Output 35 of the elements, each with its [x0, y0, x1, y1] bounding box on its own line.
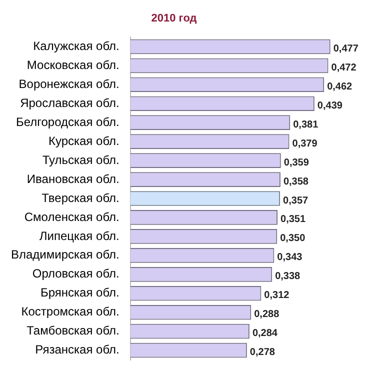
data-label: 0,312: [264, 290, 290, 302]
y-tick-label: Ивановская обл.: [26, 172, 120, 186]
data-label: 0,288: [254, 309, 280, 320]
y-tick-label: Белгородская обл.: [16, 114, 120, 129]
data-label: 0,359: [284, 157, 310, 168]
data-label: 0,358: [283, 176, 309, 188]
y-tick-label: Московская обл.: [26, 58, 120, 72]
y-tick-label: Костромская обл.: [21, 304, 120, 319]
y-tick-label: Брянская обл.: [40, 286, 120, 300]
data-label: 0,472: [331, 62, 357, 74]
y-tick-label: Ярославская обл.: [20, 96, 120, 110]
y-tick-label: Тамбовская обл.: [26, 324, 120, 338]
chart-title: 2010 год: [151, 12, 197, 25]
y-tick-label: Рязанская обл.: [35, 342, 120, 357]
y-tick-label: Курская обл.: [48, 134, 120, 148]
data-label: 0,338: [275, 271, 301, 282]
data-label: 0,381: [293, 119, 319, 130]
y-tick-label: Смоленская обл.: [24, 210, 120, 224]
y-tick-label: Липецкая обл.: [39, 228, 120, 243]
data-label: 0,351: [280, 214, 306, 226]
y-tick-label: Воронежская обл.: [18, 76, 120, 91]
data-label: 0,379: [292, 138, 318, 150]
data-label: 0,439: [317, 100, 343, 112]
data-label: 0,477: [333, 43, 359, 54]
y-tick-label: Тверская обл.: [42, 190, 120, 205]
y-tick-label: Тульская обл.: [42, 152, 120, 167]
y-tick-label: Калужская обл.: [33, 39, 120, 53]
data-label: 0,284: [252, 328, 278, 340]
y-tick-label: Орловская обл.: [32, 266, 120, 281]
data-label: 0,278: [250, 347, 276, 358]
data-label: 0,357: [283, 195, 309, 206]
data-label: 0,462: [327, 81, 353, 92]
y-tick-label: Владимирская обл.: [11, 248, 120, 262]
data-label: 0,343: [277, 252, 303, 264]
data-label: 0,350: [280, 233, 306, 244]
